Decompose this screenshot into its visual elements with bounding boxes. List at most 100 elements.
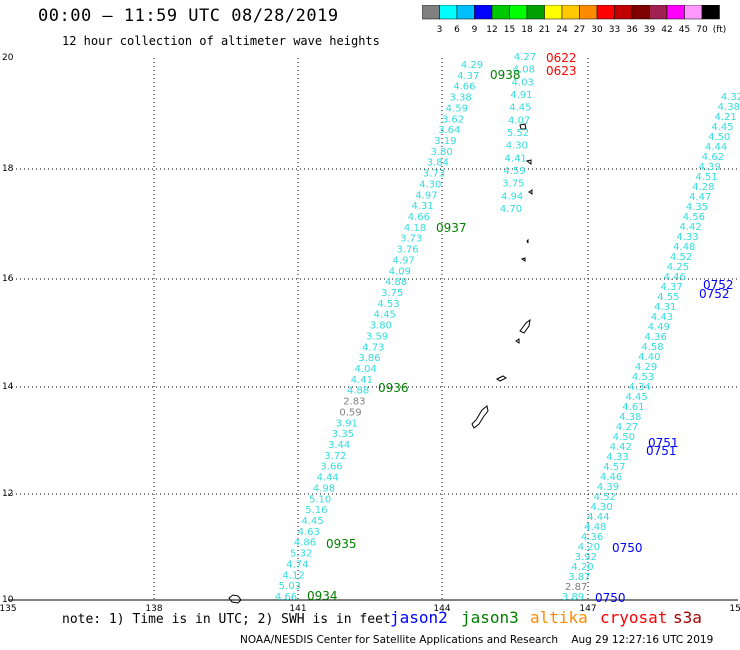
track-a-value: 5.10 bbox=[309, 494, 331, 505]
farallon-island bbox=[519, 123, 527, 130]
track-c-value: 4.52 bbox=[670, 252, 692, 263]
x-tick-label: 144 bbox=[433, 604, 450, 614]
page-title: 00:00 – 11:59 UTC 08/28/2019 bbox=[38, 6, 339, 26]
track-a-value: 4.66 bbox=[275, 592, 297, 603]
legend-s3a: s3a bbox=[673, 608, 702, 627]
track-a-value: 3.35 bbox=[332, 429, 354, 440]
colorbar-label: 3 bbox=[437, 25, 443, 35]
track-c-value: 2.87 bbox=[565, 582, 587, 593]
track-c-value: 4.58 bbox=[641, 342, 663, 353]
agrihan-island bbox=[525, 159, 532, 165]
sarigan-island bbox=[526, 238, 529, 244]
track-b-value: 4.59 bbox=[503, 166, 525, 177]
track-c-value: 4.52 bbox=[594, 492, 616, 503]
colorbar-swatch bbox=[701, 5, 720, 20]
legend-cryosat: cryosat bbox=[600, 608, 668, 627]
colorbar-swatch bbox=[649, 5, 668, 20]
cryosat-time-label: 0622 bbox=[546, 51, 577, 65]
colorbar-label: 39 bbox=[644, 25, 656, 35]
colorbar-swatch bbox=[456, 5, 475, 20]
track-a-value: 5.16 bbox=[305, 505, 327, 516]
y-tick-label: 20 bbox=[2, 53, 14, 63]
track-a-value: 4.59 bbox=[446, 103, 468, 114]
track-a-value: 3.80 bbox=[430, 147, 452, 158]
colorbar-label: 12 bbox=[486, 25, 497, 35]
track-c-value: 4.50 bbox=[708, 132, 730, 143]
track-c-value: 4.53 bbox=[632, 372, 654, 383]
colorbar-label: 36 bbox=[626, 25, 638, 35]
y-tick-label: 18 bbox=[2, 164, 14, 174]
track-a-value: 4.12 bbox=[282, 570, 304, 581]
track-a-value: 4.66 bbox=[453, 82, 475, 93]
x-tick-label: 135 bbox=[0, 604, 17, 614]
y-tick-label: 16 bbox=[2, 274, 14, 284]
colorbar-label: 30 bbox=[591, 25, 603, 35]
track-a-value: 3.75 bbox=[381, 288, 403, 299]
track-b-value: 4.30 bbox=[506, 141, 528, 152]
track-a-value: 3.73 bbox=[423, 169, 445, 180]
track-c-value: 4.37 bbox=[660, 282, 682, 293]
track-a-value: 3.64 bbox=[438, 125, 460, 136]
track-a-value: 5.03 bbox=[279, 581, 301, 592]
jason3-time-label: 0935 bbox=[326, 537, 357, 551]
track-a-value: 3.91 bbox=[336, 418, 358, 429]
track-a-value: 4.73 bbox=[362, 342, 384, 353]
cryosat-time-label: 0623 bbox=[546, 64, 577, 78]
map-gridlines bbox=[8, 58, 738, 600]
track-a-value: 4.04 bbox=[355, 364, 377, 375]
track-c-value: 4.46 bbox=[600, 472, 622, 483]
track-c-value: 3.89 bbox=[562, 592, 584, 603]
track-a-value: 3.66 bbox=[320, 462, 342, 473]
track-a-value: 5.32 bbox=[290, 549, 312, 560]
colorbar-swatch bbox=[631, 5, 650, 20]
colorbar-label: 24 bbox=[556, 25, 568, 35]
colorbar-swatch bbox=[422, 5, 440, 20]
colorbar-label: 42 bbox=[661, 25, 672, 35]
colorbar-swatch bbox=[544, 5, 563, 20]
track-c-value: 4.39 bbox=[597, 482, 619, 493]
colorbar-label: 45 bbox=[679, 25, 690, 35]
track-a-value: 3.80 bbox=[370, 321, 392, 332]
track-c-value: 4.21 bbox=[715, 112, 737, 123]
saipan-island bbox=[519, 318, 531, 334]
track-a-value: 4.45 bbox=[301, 516, 323, 527]
track-c-value: 4.45 bbox=[711, 122, 733, 133]
track-c-value: 4.55 bbox=[657, 292, 679, 303]
track-a-value: 4.97 bbox=[393, 255, 415, 266]
track-a-value: 4.30 bbox=[419, 179, 441, 190]
jason3-time-label: 0936 bbox=[378, 381, 409, 395]
track-a-value: 0.59 bbox=[339, 407, 361, 418]
track-b-value: 4.91 bbox=[510, 90, 532, 101]
colorbar-swatch bbox=[684, 5, 703, 20]
track-c-value: 4.42 bbox=[680, 222, 702, 233]
colorbar-label: 15 bbox=[504, 25, 515, 35]
track-c-value: 4.62 bbox=[702, 152, 724, 163]
colorbar-swatch bbox=[526, 5, 545, 20]
track-b-value: 5.52 bbox=[507, 128, 529, 139]
track-c-value: 4.44 bbox=[587, 512, 609, 523]
y-tick-label: 10 bbox=[2, 595, 14, 605]
colorbar-swatch bbox=[474, 5, 493, 20]
track-a-value: 4.97 bbox=[415, 190, 437, 201]
colorbar-label: (ft) bbox=[713, 25, 727, 35]
track-c-value: 4.29 bbox=[635, 362, 657, 373]
track-b-value: 4.41 bbox=[505, 153, 527, 164]
page-subtitle: 12 hour collection of altimeter wave hei… bbox=[62, 34, 380, 48]
track-a-value: 3.44 bbox=[328, 440, 350, 451]
track-a-value: 4.86 bbox=[294, 538, 316, 549]
colorbar-swatch bbox=[491, 5, 510, 20]
track-a-value: 4.18 bbox=[404, 223, 426, 234]
colorbar-swatch bbox=[596, 5, 615, 20]
track-b-value: 4.70 bbox=[500, 204, 522, 215]
colorbar-label: 18 bbox=[521, 25, 533, 35]
track-b-value: 4.08 bbox=[513, 65, 535, 76]
footer-credit: NOAA/NESDIS Center for Satellite Applica… bbox=[240, 634, 714, 646]
track-a-value: 3.86 bbox=[358, 353, 380, 364]
track-b-value: 4.94 bbox=[501, 191, 523, 202]
y-tick-label: 14 bbox=[2, 382, 14, 392]
jason3-time-label: 0937 bbox=[436, 221, 467, 235]
track-a-value: 4.29 bbox=[461, 60, 483, 71]
track-c-value: 4.35 bbox=[686, 202, 708, 213]
southwest-island bbox=[228, 594, 242, 604]
